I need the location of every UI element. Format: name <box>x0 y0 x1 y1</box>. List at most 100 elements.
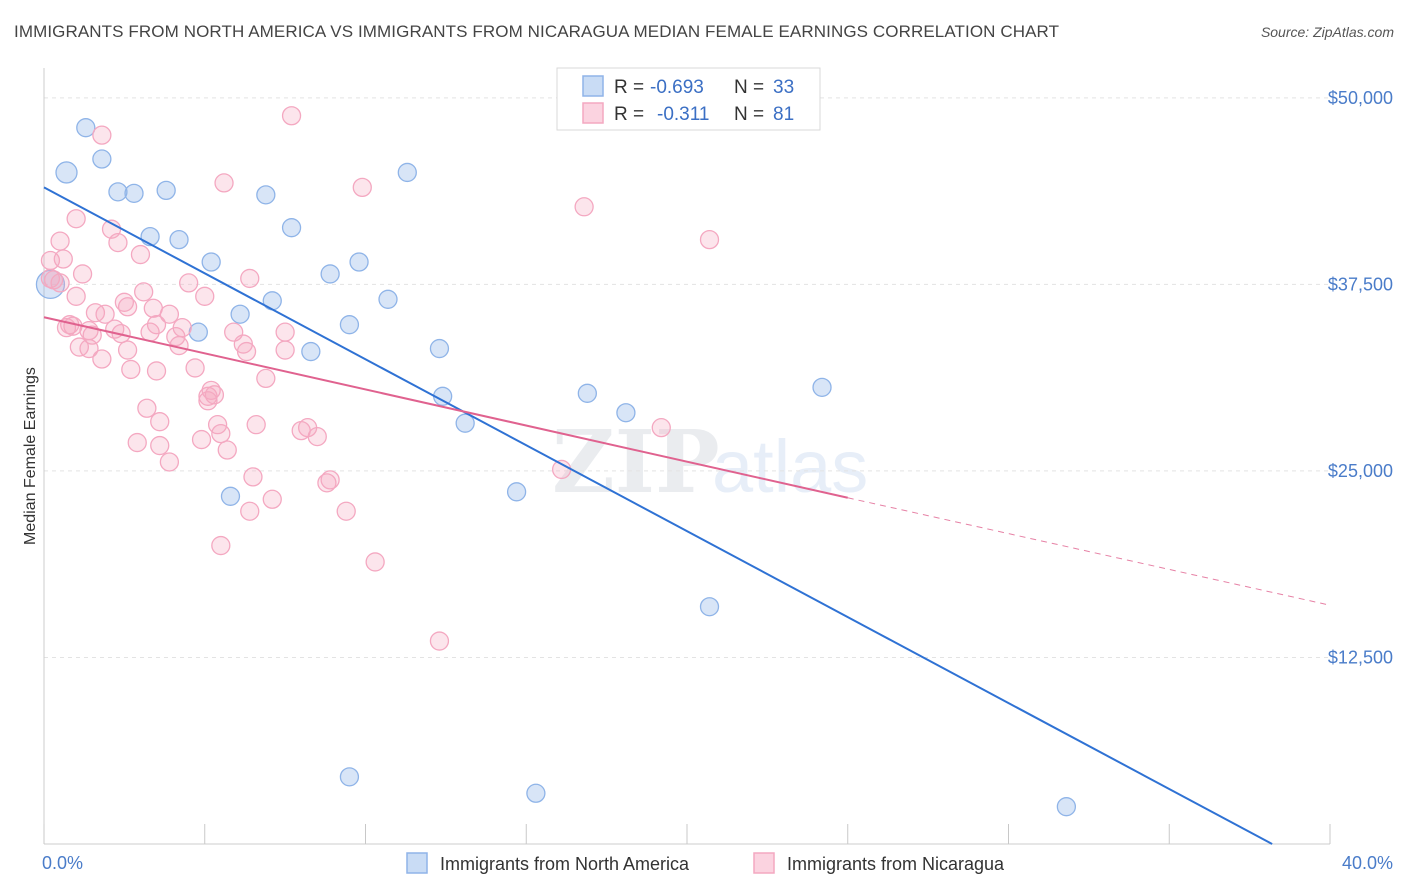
point-nicaragua <box>291 420 311 441</box>
point-nicaragua <box>240 501 260 521</box>
point-nicaragua <box>651 417 671 438</box>
point-nicaragua <box>85 303 106 323</box>
point-north-america <box>349 252 369 272</box>
point-north-america <box>220 486 241 506</box>
bottom-legend-swatch-north-america <box>406 852 428 874</box>
point-nicaragua <box>63 316 83 336</box>
point-north-america <box>699 597 720 617</box>
point-nicaragua <box>201 380 221 400</box>
watermark: ZIP atlas <box>552 412 868 513</box>
point-nicaragua <box>117 340 138 360</box>
bottom-legend-swatch-nicaragua <box>753 852 775 874</box>
point-nicaragua <box>69 337 90 357</box>
bottom-legend-label-north-america: Immigrants from North America <box>440 854 690 874</box>
point-nicaragua <box>79 338 99 359</box>
x-tick-label-min: 0.0% <box>42 853 83 873</box>
point-nicaragua <box>130 244 151 265</box>
legend-r-value-nicaragua: -0.311 <box>657 104 709 125</box>
point-nicaragua <box>117 297 138 317</box>
point-nicaragua <box>66 286 86 306</box>
trend-line-nicaragua-extension <box>847 497 1331 606</box>
point-north-america <box>378 289 398 309</box>
point-nicaragua <box>191 429 212 450</box>
point-nicaragua <box>195 286 215 306</box>
point-north-america <box>339 315 360 335</box>
trend-line-nicaragua <box>43 316 848 499</box>
legend-n-label-nicaragua: N = <box>734 104 764 125</box>
point-nicaragua <box>143 298 163 318</box>
point-nicaragua <box>236 341 257 362</box>
point-nicaragua <box>256 368 276 389</box>
chart-title: IMMIGRANTS FROM NORTH AMERICA VS IMMIGRA… <box>14 22 1060 41</box>
point-nicaragua <box>108 232 128 253</box>
watermark-atlas: atlas <box>712 425 868 508</box>
point-nicaragua <box>40 268 61 289</box>
point-nicaragua <box>317 473 337 493</box>
point-nicaragua <box>127 432 147 453</box>
point-nicaragua <box>275 340 295 360</box>
point-nicaragua <box>336 501 356 521</box>
point-nicaragua <box>159 452 180 472</box>
point-north-america <box>76 118 96 138</box>
point-nicaragua <box>95 304 115 324</box>
legend-r-label-nicaragua: R = <box>614 104 644 125</box>
point-nicaragua <box>72 264 93 284</box>
point-nicaragua <box>217 440 237 460</box>
point-nicaragua <box>198 391 218 411</box>
point-north-america <box>526 783 546 803</box>
x-tick-marks <box>43 824 1331 844</box>
point-north-america <box>1056 797 1077 817</box>
point-nicaragua <box>159 304 180 324</box>
point-nicaragua <box>307 426 327 447</box>
point-north-america <box>397 162 417 183</box>
point-nicaragua <box>121 359 141 380</box>
point-nicaragua <box>53 249 73 269</box>
point-north-america <box>201 252 221 272</box>
trend-lines <box>43 186 1331 845</box>
point-north-america <box>108 182 128 202</box>
point-nicaragua <box>429 631 450 651</box>
point-north-america <box>124 183 144 204</box>
point-nicaragua <box>320 470 340 490</box>
point-nicaragua <box>185 358 205 378</box>
point-nicaragua <box>246 415 266 435</box>
point-north-america <box>188 322 208 342</box>
y-tick-labels: $12,500 $25,000 $37,500 $50,000 <box>1328 88 1393 668</box>
point-north-america <box>616 403 636 423</box>
point-nicaragua <box>146 315 167 335</box>
legend-box: R = -0.693 N = 33 R = -0.311 N = 81 <box>556 67 821 131</box>
point-north-america <box>55 161 78 184</box>
point-north-america <box>230 304 250 324</box>
point-nicaragua <box>50 231 70 251</box>
legend-r-label-north-america: R = <box>614 77 644 98</box>
point-north-america <box>577 383 597 403</box>
legend-swatch-nicaragua <box>582 102 604 124</box>
legend-n-value-nicaragua: 81 <box>773 104 794 125</box>
point-nicaragua <box>198 386 218 406</box>
point-nicaragua <box>66 209 86 229</box>
point-nicaragua <box>281 106 302 126</box>
point-north-america <box>169 229 189 250</box>
grid-lines <box>44 97 1330 658</box>
point-nicaragua <box>146 361 167 381</box>
point-nicaragua <box>134 282 154 302</box>
x-tick-label-max: 40.0% <box>1342 853 1393 873</box>
point-nicaragua <box>150 412 170 432</box>
point-north-america <box>339 767 360 787</box>
point-nicaragua <box>275 322 295 342</box>
legend-r-value-north-america: -0.693 <box>650 77 704 98</box>
trend-line-north-america <box>43 186 1273 845</box>
point-north-america <box>506 482 527 502</box>
point-nicaragua <box>43 270 64 290</box>
bottom-legend: Immigrants from North America Immigrants… <box>406 852 1005 874</box>
point-nicaragua <box>92 125 112 145</box>
point-nicaragua <box>262 489 282 509</box>
point-north-america <box>140 226 160 247</box>
legend-n-label-north-america: N = <box>734 77 764 98</box>
y-tick-label: $50,000 <box>1328 88 1393 108</box>
point-nicaragua <box>243 467 263 487</box>
point-nicaragua <box>699 229 720 250</box>
point-nicaragua <box>574 197 594 217</box>
point-nicaragua <box>240 268 260 289</box>
